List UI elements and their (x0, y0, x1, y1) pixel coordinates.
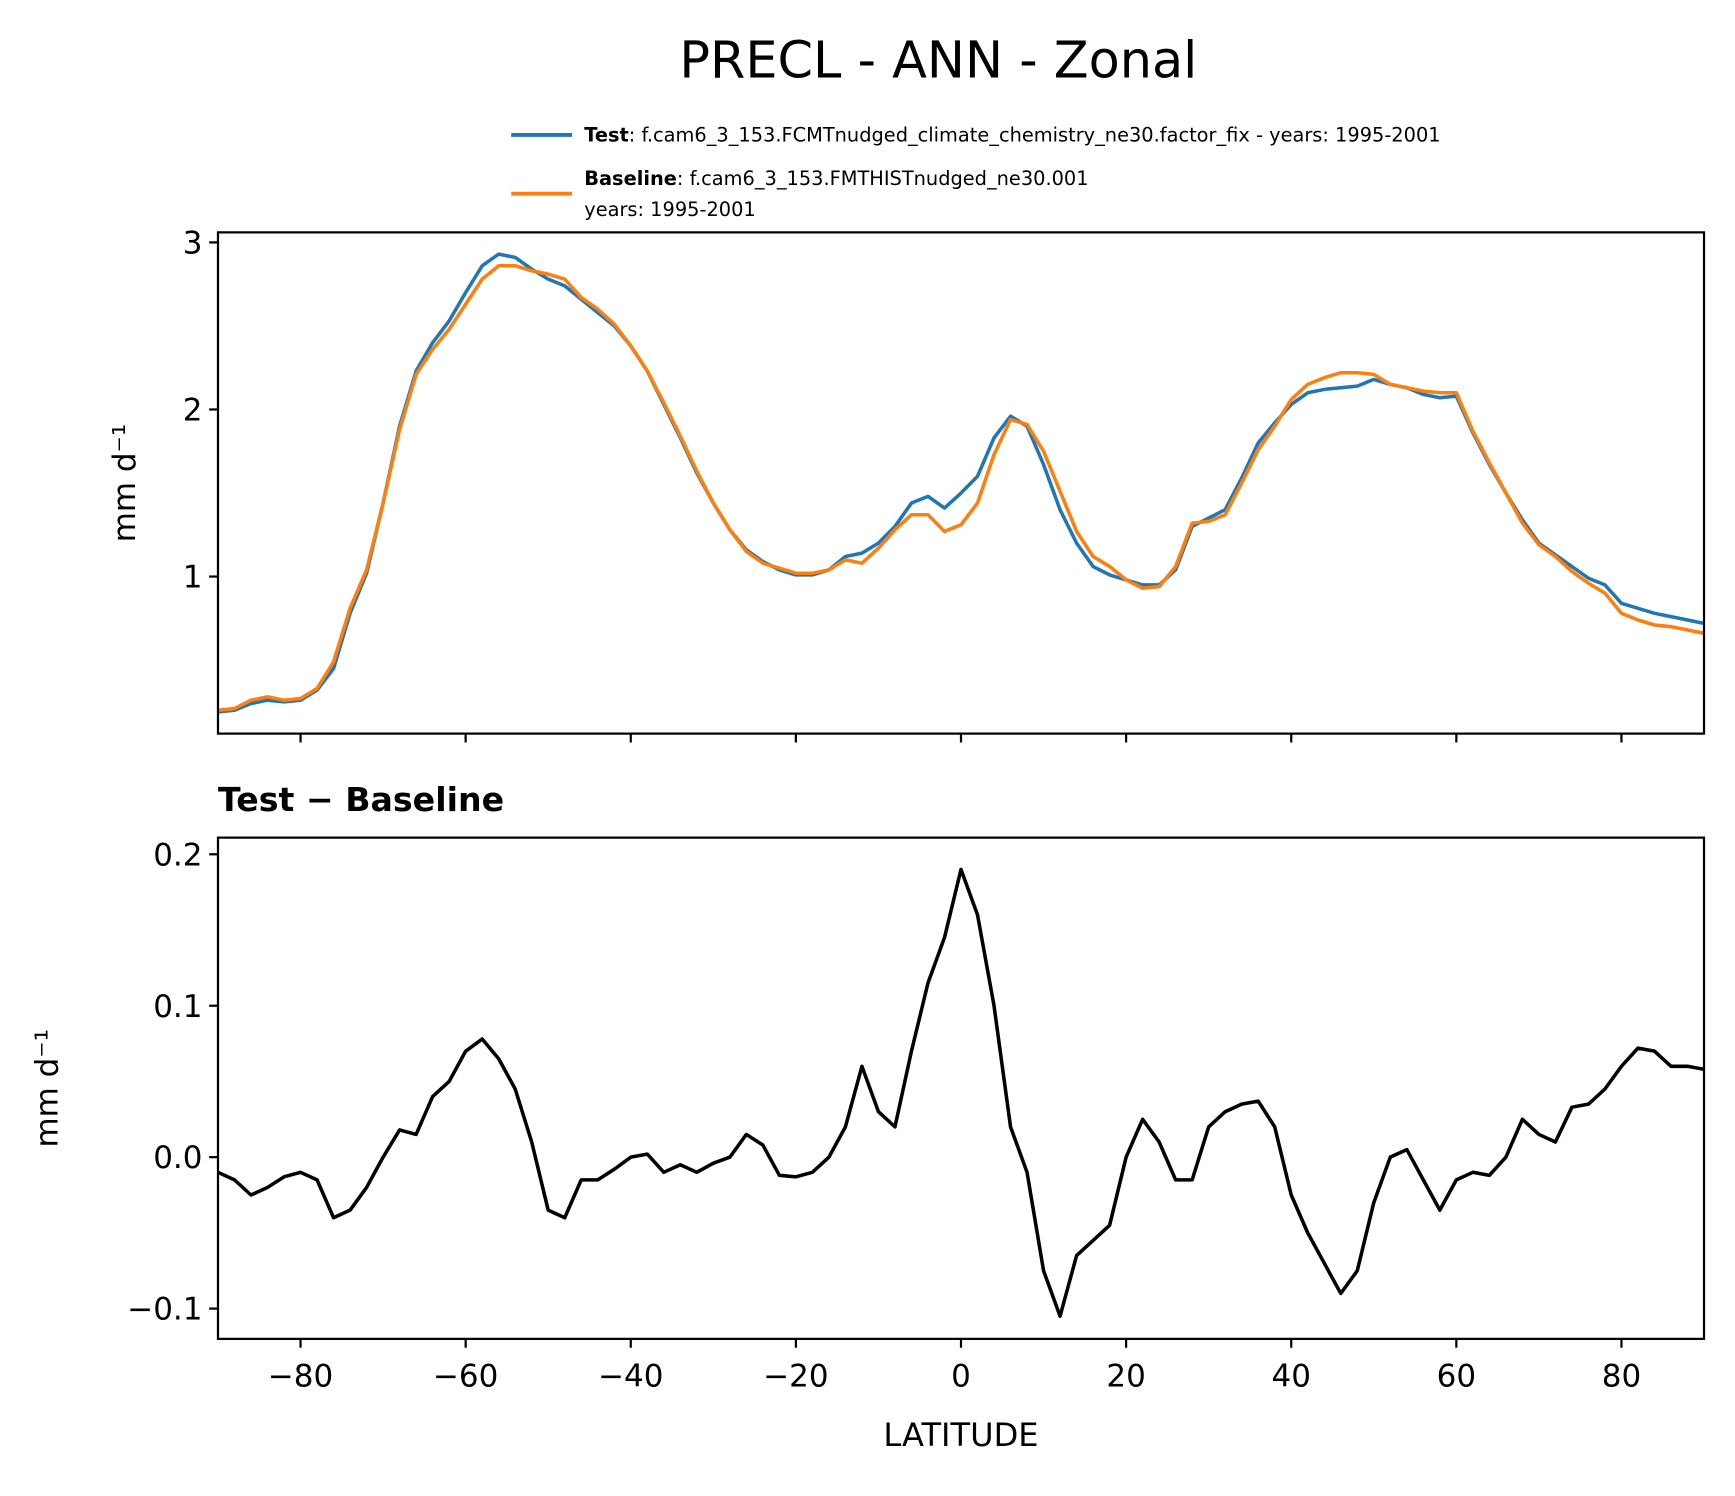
axes-frame (216, 231, 1706, 735)
legend-description: : f.cam6_3_153.FCMTnudged_climate_chemis… (629, 124, 1441, 147)
x-tick-label: 60 (1437, 1358, 1476, 1394)
y-tick-label: 0.0 (153, 1140, 202, 1176)
y-axis-label: mm d⁻¹ (30, 1029, 66, 1148)
x-tick-label: −20 (763, 1358, 828, 1394)
y-tick-label: 0.1 (153, 989, 202, 1025)
y-tick-label: 1 (183, 560, 203, 596)
x-tick-label: −80 (268, 1358, 333, 1394)
axes: 1 2 3 mm d⁻¹ Test: f.cam6_3_153.FCMTnudged_c… (107, 124, 1706, 743)
legend-text: Baseline: f.cam6_3_153.FMTHISTnudged_ne3… (584, 167, 1088, 190)
y-tick-label: −0.1 (127, 1292, 202, 1328)
x-axis-label: LATITUDE (883, 1416, 1038, 1454)
x-tick-label: 80 (1602, 1358, 1641, 1394)
figure-title: PRECL - ANN - Zonal (679, 31, 1197, 90)
y-tick-label: 2 (183, 393, 203, 429)
axes-title: Test − Baseline (218, 780, 504, 819)
difference-line (217, 867, 1705, 1318)
legend-text: years: 1995-2001 (584, 198, 755, 221)
legend-description: : f.cam6_3_153.FMTHISTnudged_ne30.001 (677, 167, 1089, 190)
series-line (217, 252, 1705, 714)
y-tick-label: 0.2 (153, 837, 202, 873)
x-tick-label: −60 (433, 1358, 498, 1394)
plot-area (217, 867, 1705, 1318)
y-tick-label: 3 (183, 225, 203, 261)
x-tick-label: 0 (951, 1358, 971, 1394)
axes: −0.1 0.0 0.1 0.2 −80 −60 −40 −20 0 20 40 60 80 mm d⁻¹… (30, 780, 1706, 1454)
x-tick-label: −40 (598, 1358, 663, 1394)
legend-description: years: 1995-2001 (584, 198, 755, 221)
series-line (217, 264, 1705, 712)
x-tick-label: 40 (1272, 1358, 1311, 1394)
y-axis-label: mm d⁻¹ (107, 424, 143, 543)
x-tick-label: 20 (1106, 1358, 1145, 1394)
plot-area (217, 252, 1705, 714)
legend-text: Test: f.cam6_3_153.FCMTnudged_climate_ch… (584, 124, 1440, 147)
legend-name: Baseline (584, 167, 677, 190)
legend-name: Test (584, 124, 629, 147)
